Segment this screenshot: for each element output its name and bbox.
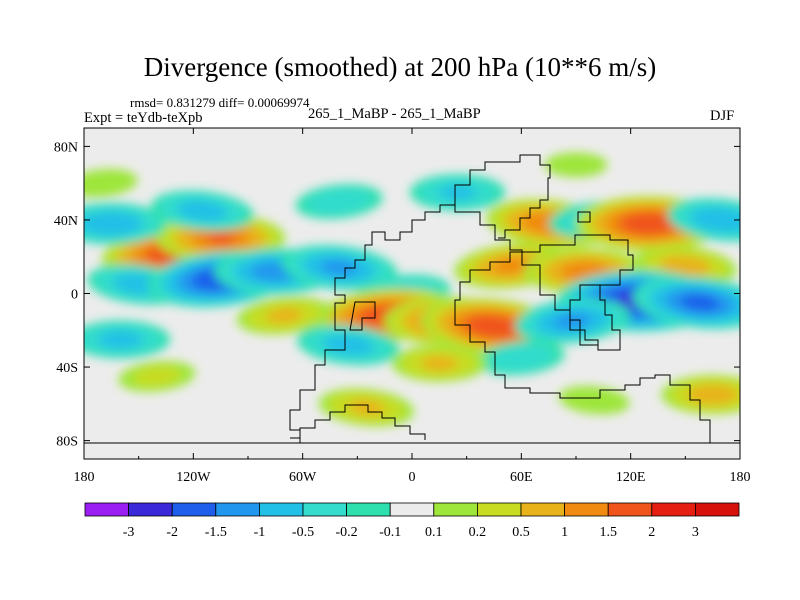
colorbar-swatch	[258, 502, 304, 517]
y-axis: 80N 40N 0 40S 80S	[54, 140, 740, 450]
x-tick-label: 120W	[176, 470, 211, 485]
colorbar-swatch	[171, 502, 217, 517]
field-contour	[307, 188, 372, 215]
field-contour	[266, 307, 303, 324]
colorbar-label: 0.5	[512, 525, 530, 540]
colorbar-swatch	[607, 502, 653, 517]
colorbar: -3 -2 -1.5 -1 -0.5 -0.2 -0.1 0.1 0.2 0.5 1 1.5 2 3	[84, 502, 740, 540]
case-label: 265_1_MaBP - 265_1_MaBP	[308, 106, 481, 122]
field-contour	[132, 366, 181, 387]
colorbar-swatch	[302, 502, 347, 517]
x-tick-label: 60E	[510, 470, 533, 485]
colorbar-label: 1	[561, 525, 568, 540]
field-contour	[544, 152, 608, 178]
y-tick-label: 40N	[54, 214, 78, 229]
x-axis: 180 120W 60W 0 60E 120E 180	[74, 128, 751, 485]
field-contour	[558, 385, 630, 415]
experiment-label: Expt = teYdb-teXpb	[84, 110, 203, 126]
y-tick-label: 80S	[56, 435, 78, 450]
colorbar-swatch	[433, 502, 478, 517]
colorbar-swatch	[84, 502, 129, 517]
x-tick-label: 180	[730, 470, 751, 485]
field-contour	[659, 255, 711, 277]
colorbar-label: 2	[648, 525, 655, 540]
colorbar-swatch	[476, 502, 522, 517]
field-contour	[421, 355, 458, 371]
chart-title: Divergence (smoothed) at 200 hPa (10**6 …	[143, 52, 657, 82]
y-tick-label: 40S	[56, 361, 78, 376]
colorbar-swatch	[651, 502, 696, 517]
x-tick-label: 120E	[616, 470, 646, 485]
colorbar-label: -0.1	[379, 525, 401, 540]
y-tick-label: 80N	[54, 140, 78, 155]
x-tick-label: 60W	[289, 470, 317, 485]
contour-field	[84, 152, 740, 427]
field-contour	[320, 259, 358, 276]
field-contour	[177, 200, 228, 222]
colorbar-label: -0.5	[292, 525, 314, 540]
colorbar-label: -2	[166, 525, 178, 540]
field-contour	[84, 211, 143, 236]
colorbar-label: -1.5	[205, 525, 227, 540]
field-contour	[680, 294, 720, 311]
season-label: DJF	[710, 108, 735, 124]
field-contour	[206, 232, 235, 245]
colorbar-swatch	[346, 502, 391, 517]
field-contour	[439, 184, 476, 200]
field-contour	[489, 344, 554, 371]
colorbar-label: 1.5	[599, 525, 617, 540]
land-outline	[84, 154, 740, 444]
field-contour	[348, 399, 385, 416]
colorbar-label: 0.2	[469, 525, 487, 540]
y-tick-label: 0	[71, 288, 78, 303]
colorbar-label: -3	[123, 525, 135, 540]
colorbar-label: -1	[254, 525, 266, 540]
field-contour	[84, 168, 138, 198]
field-contour	[619, 212, 679, 236]
colorbar-swatch	[215, 502, 260, 517]
colorbar-label: 3	[692, 525, 699, 540]
colorbar-label: 0.1	[425, 525, 443, 540]
x-tick-label: 180	[74, 470, 95, 485]
colorbar-swatch	[695, 502, 740, 517]
field-contour	[98, 330, 143, 349]
field-contour	[690, 207, 740, 233]
colorbar-swatch	[128, 502, 173, 517]
colorbar-swatch	[520, 502, 565, 517]
colorbar-swatch	[389, 502, 435, 517]
colorbar-label: -0.2	[336, 525, 358, 540]
field-contour	[553, 313, 591, 329]
x-tick-label: 0	[409, 470, 416, 485]
stats-text: rmsd= 0.831279 diff= 0.00069974	[130, 95, 310, 110]
colorbar-swatch	[564, 502, 609, 517]
field-contour	[687, 384, 739, 405]
field-contour	[464, 314, 524, 339]
